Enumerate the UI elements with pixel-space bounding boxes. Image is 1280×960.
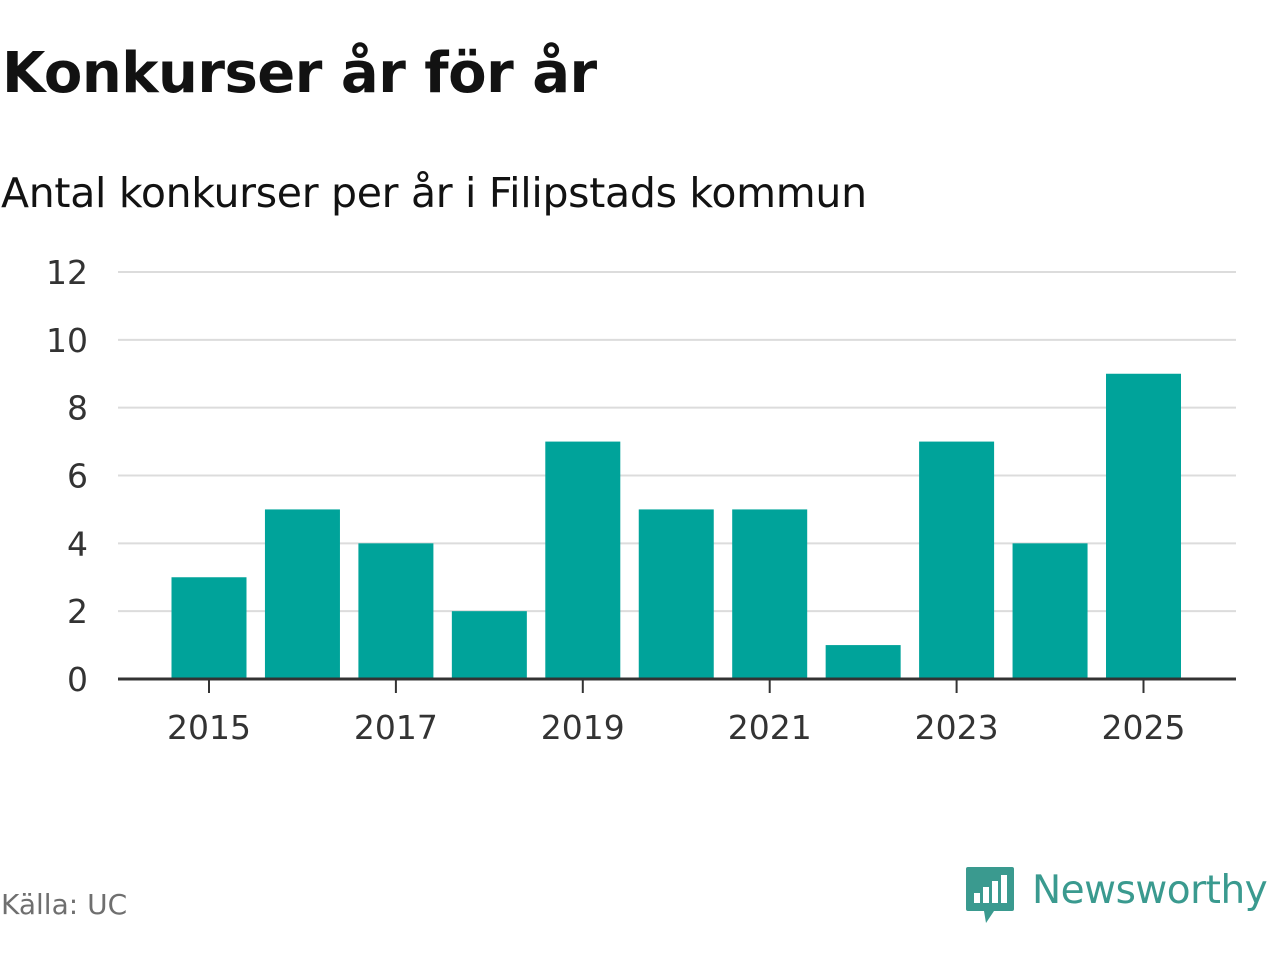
- bar-2015: [171, 577, 247, 679]
- brand-name: Newsworthy: [1032, 868, 1268, 913]
- y-tick-label: 4: [67, 524, 88, 563]
- bar-2021: [732, 509, 808, 679]
- bar-2016: [264, 509, 340, 679]
- x-tick-label: 2017: [354, 708, 438, 747]
- chart-title: Konkurser år för år: [2, 41, 597, 106]
- bar-2018: [451, 611, 527, 679]
- x-tick-label: 2015: [167, 708, 251, 747]
- bar-2023: [919, 441, 995, 679]
- newsworthy-logo-icon: [966, 867, 1014, 923]
- bar-2019: [545, 441, 621, 679]
- bar-2024: [1012, 543, 1088, 679]
- y-tick-label: 6: [67, 457, 88, 496]
- y-tick-label: 8: [67, 389, 88, 428]
- x-tick-label: 2023: [915, 708, 999, 747]
- bar-2022: [825, 645, 901, 679]
- bar-2025: [1106, 373, 1181, 679]
- bar-2017: [358, 543, 434, 679]
- x-tick-label: 2025: [1102, 708, 1186, 747]
- bars: [171, 373, 1181, 679]
- y-tick-label: 10: [46, 321, 88, 360]
- y-tick-label: 0: [67, 660, 88, 699]
- chart-subtitle: Antal konkurser per år i Filipstads komm…: [1, 169, 867, 217]
- x-tick-label: 2019: [541, 708, 625, 747]
- y-tick-label: 12: [46, 253, 88, 292]
- x-tick-label: 2021: [728, 708, 812, 747]
- source-note: Källa: UC: [1, 888, 128, 921]
- brand-logo: Newsworthy: [964, 864, 1268, 928]
- x-axis: 2015 2017 2019 2021 2023 2025: [118, 677, 1236, 747]
- y-axis-ticks: 0 2 4 6 8 10 12: [46, 253, 88, 699]
- y-tick-label: 2: [67, 592, 88, 631]
- bar-2020: [638, 509, 714, 679]
